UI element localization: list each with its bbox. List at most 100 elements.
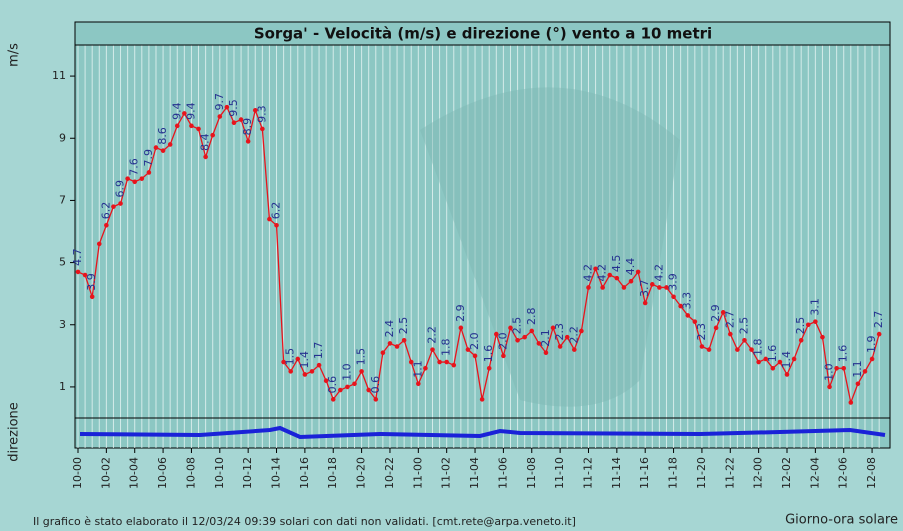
data-point xyxy=(834,365,839,371)
x-tick-label: 12-02 xyxy=(780,457,793,489)
data-point xyxy=(692,319,698,324)
x-tick-label: 11-10 xyxy=(553,457,566,489)
data-point xyxy=(104,222,109,228)
data-point xyxy=(118,201,123,206)
data-point xyxy=(621,285,627,290)
value-label: 2.7 xyxy=(872,311,885,329)
data-point xyxy=(167,142,173,147)
value-label: 1.0 xyxy=(823,363,836,381)
x-tick-label: 10-08 xyxy=(184,457,197,489)
data-point xyxy=(380,350,386,356)
data-point xyxy=(210,132,216,138)
value-label: 3.1 xyxy=(808,298,821,316)
data-point xyxy=(132,179,138,185)
data-point xyxy=(798,337,804,343)
data-point xyxy=(111,204,116,209)
data-point xyxy=(437,359,442,365)
data-point xyxy=(139,176,145,181)
data-point xyxy=(174,123,180,129)
x-tick-label: 11-18 xyxy=(667,457,680,489)
data-point xyxy=(501,353,506,359)
data-point xyxy=(749,347,754,352)
data-point xyxy=(515,337,520,343)
value-label: 0.6 xyxy=(369,376,382,394)
data-point xyxy=(366,387,371,393)
value-label: 9.4 xyxy=(184,102,197,120)
x-tick-label: 10-12 xyxy=(241,457,254,489)
value-label: 8.6 xyxy=(156,127,169,145)
x-tick-label: 10-22 xyxy=(383,457,396,489)
data-point xyxy=(579,328,584,334)
data-point xyxy=(252,107,258,113)
data-point xyxy=(288,369,294,374)
value-label: 4.4 xyxy=(624,258,637,276)
x-tick-label: 10-14 xyxy=(270,457,283,489)
data-point xyxy=(550,325,556,331)
value-label: 3.9 xyxy=(85,273,98,291)
data-point xyxy=(855,381,861,387)
data-point xyxy=(557,344,563,349)
data-point xyxy=(614,275,620,281)
value-label: 2.7 xyxy=(723,311,736,329)
value-label: 2.1 xyxy=(539,329,552,347)
value-label: 2.5 xyxy=(737,317,750,335)
data-point xyxy=(735,347,740,352)
x-tick-label: 11-20 xyxy=(695,457,708,489)
x-tick-label: 11-00 xyxy=(411,457,424,489)
data-point xyxy=(338,387,343,393)
data-point xyxy=(848,400,854,405)
x-tick-label: 12-04 xyxy=(808,457,821,489)
data-point xyxy=(649,282,655,287)
data-point xyxy=(756,359,761,365)
value-label: 2.5 xyxy=(397,317,410,335)
data-point xyxy=(791,356,797,362)
value-label: 7.6 xyxy=(128,158,141,176)
data-point xyxy=(671,294,676,300)
y-tick-label: 7 xyxy=(59,193,66,206)
data-point xyxy=(841,365,847,371)
y-axis-label: m/s xyxy=(7,43,22,67)
data-point xyxy=(146,170,152,175)
y-tick-label: 5 xyxy=(59,256,66,269)
x-tick-label: 12-00 xyxy=(752,457,765,489)
value-label: 1.5 xyxy=(355,348,368,366)
data-point xyxy=(96,241,102,247)
value-label: 1.6 xyxy=(482,345,495,363)
value-label: 9.3 xyxy=(255,105,268,123)
data-point xyxy=(401,337,407,343)
value-label: 2.4 xyxy=(383,320,396,338)
value-label: 8.9 xyxy=(241,118,254,136)
data-point xyxy=(486,365,492,371)
chart-title: Sorga' - Velocità (m/s) e direzione (°) … xyxy=(254,25,712,43)
data-point xyxy=(89,294,95,300)
watermark xyxy=(420,87,680,407)
x-tick-label: 10-10 xyxy=(213,457,226,489)
value-label: 2.2 xyxy=(426,326,439,344)
data-point xyxy=(713,325,719,331)
data-point xyxy=(82,272,88,278)
data-point xyxy=(196,126,201,132)
value-label: 2.9 xyxy=(709,304,722,322)
data-point xyxy=(543,350,549,356)
data-point xyxy=(586,285,591,290)
data-point xyxy=(876,331,882,337)
data-point xyxy=(359,369,364,374)
data-point xyxy=(238,117,244,122)
data-point xyxy=(416,381,421,387)
data-point xyxy=(763,356,769,362)
x-tick-label: 11-22 xyxy=(723,457,736,489)
data-point xyxy=(203,154,208,160)
data-point xyxy=(281,359,286,365)
value-label: 9.4 xyxy=(170,102,183,120)
data-point xyxy=(408,359,414,365)
data-point xyxy=(472,353,478,359)
data-point xyxy=(189,123,194,129)
data-point xyxy=(217,114,223,119)
x-tick-label: 10-04 xyxy=(128,457,141,489)
data-point xyxy=(742,337,747,343)
data-point xyxy=(479,397,485,402)
data-point xyxy=(564,334,570,340)
data-point xyxy=(153,145,159,150)
data-point xyxy=(423,365,428,371)
data-point xyxy=(125,176,130,181)
